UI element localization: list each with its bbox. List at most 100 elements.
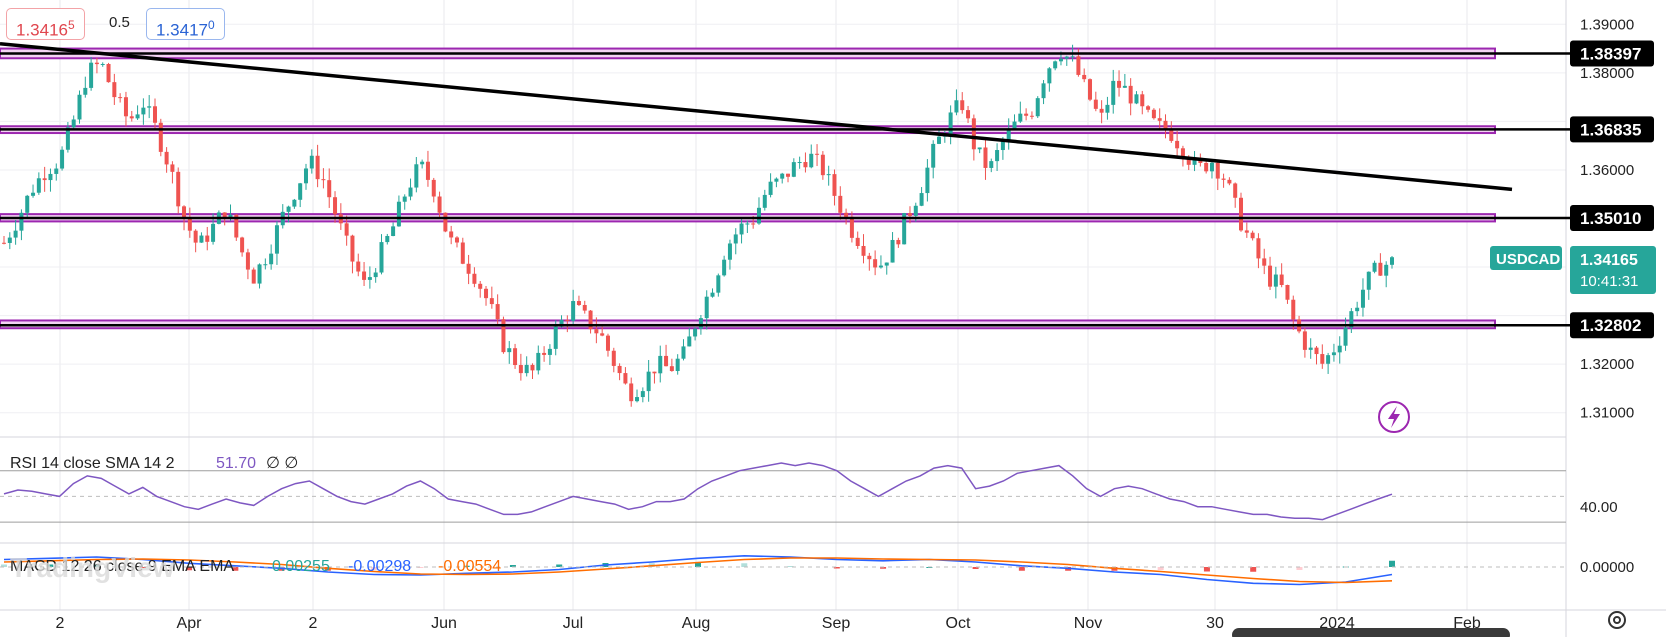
macd-histogram-value: 0.00255 (272, 558, 330, 575)
candle-body (89, 62, 94, 88)
macd-signal-value: -0.00554 (438, 558, 501, 575)
candle-body (977, 147, 982, 150)
candle-body (669, 366, 674, 372)
countdown-label: 10:41:31 (1580, 273, 1638, 290)
candle-body (1268, 265, 1273, 287)
candle-body (896, 239, 901, 245)
candle-body (309, 155, 314, 169)
candle-body (460, 242, 465, 264)
macd-histogram-bar (787, 566, 794, 567)
candle-body (1227, 179, 1232, 184)
candle-body (2, 242, 6, 244)
sell-price-pip: 5 (68, 18, 75, 32)
candle-body (1099, 108, 1104, 113)
candle-body (83, 87, 88, 95)
candle-body (484, 288, 489, 299)
candle-body (211, 223, 216, 242)
sell-price-box[interactable]: 1.34165 (6, 8, 85, 40)
candle-body (402, 196, 407, 202)
sr-level-tag (1570, 116, 1654, 143)
candle-body (1093, 99, 1098, 109)
macd-histogram-bar (1296, 567, 1303, 570)
candle-body (873, 259, 878, 268)
candle-body (954, 100, 959, 113)
candle-body (1146, 106, 1151, 110)
candle-body (251, 269, 256, 284)
candle-body (1221, 178, 1226, 180)
candle-body (1012, 121, 1017, 129)
candle-body (112, 82, 117, 98)
macd-histogram-bar (1, 564, 7, 567)
candle-body (292, 199, 297, 207)
candle-body (1186, 158, 1191, 165)
candle-body (524, 364, 529, 374)
candle-body (559, 319, 564, 327)
candle-body (414, 164, 419, 188)
macd-histogram-bar (972, 567, 979, 569)
candle-body (1018, 113, 1023, 122)
candle-body (931, 143, 936, 168)
candle-body (106, 63, 111, 83)
candle-body (1360, 289, 1365, 308)
candle-body (193, 230, 198, 243)
x-tick-label: 2 (309, 615, 318, 632)
candle-body (675, 358, 680, 372)
x-tick-label: Jul (563, 615, 583, 632)
macd-y-tick: 0.00000 (1580, 559, 1634, 576)
candle-body (1047, 68, 1052, 84)
candle-body (1000, 140, 1005, 151)
macd-histogram-bar (1389, 560, 1395, 567)
candle-body (1233, 183, 1238, 198)
candle-body (832, 174, 837, 196)
candle-body (60, 149, 65, 169)
candle-body (425, 161, 430, 180)
candle-body (867, 255, 872, 260)
candle-body (722, 259, 727, 276)
x-tick-label: 2 (56, 615, 65, 632)
candle-body (350, 235, 355, 262)
macd-histogram-bar (741, 563, 748, 567)
macd-histogram-bar (556, 564, 563, 567)
candle-body (640, 391, 645, 398)
candle-body (1320, 354, 1325, 364)
macd-value: -0.00298 (348, 558, 411, 575)
candle-body (263, 264, 268, 266)
candle-body (1215, 162, 1220, 179)
candle-body (123, 97, 128, 117)
macd-histogram-bar (1203, 567, 1210, 572)
candle-body (1355, 307, 1360, 312)
candle-body (919, 193, 924, 206)
candle-body (989, 161, 994, 168)
macd-histogram-bar (1250, 567, 1257, 572)
macd-histogram-bar (695, 562, 701, 567)
sell-price: 1.3416 (16, 20, 68, 40)
candle-body (71, 119, 76, 128)
candle-body (687, 336, 692, 347)
candle-body (553, 326, 558, 349)
macd-histogram-bar (463, 565, 470, 567)
candle-body (948, 112, 953, 135)
sr-level-label: 1.32802 (1580, 316, 1641, 335)
rsi-value: 51.70 (216, 455, 256, 472)
candle-body (762, 194, 767, 208)
gear-icon[interactable] (1608, 611, 1626, 629)
candle-body (489, 298, 494, 305)
candle-body (756, 207, 761, 224)
buy-price-box[interactable]: 1.34170 (146, 8, 225, 40)
candle-body (321, 179, 326, 181)
candle-body (815, 153, 820, 155)
candle-body (582, 304, 587, 311)
candle-body (861, 245, 866, 256)
candle-body (274, 225, 279, 254)
candle-body (565, 319, 570, 321)
candle-body (1239, 197, 1244, 231)
candle-body (774, 178, 779, 182)
candle-body (1378, 262, 1383, 276)
lightning-icon[interactable] (1378, 401, 1410, 433)
candle-body (1117, 80, 1122, 88)
x-tick-label: Sep (822, 615, 851, 632)
symbol-tag (1490, 246, 1562, 271)
candle-body (617, 365, 622, 374)
candle-body (1331, 352, 1336, 356)
